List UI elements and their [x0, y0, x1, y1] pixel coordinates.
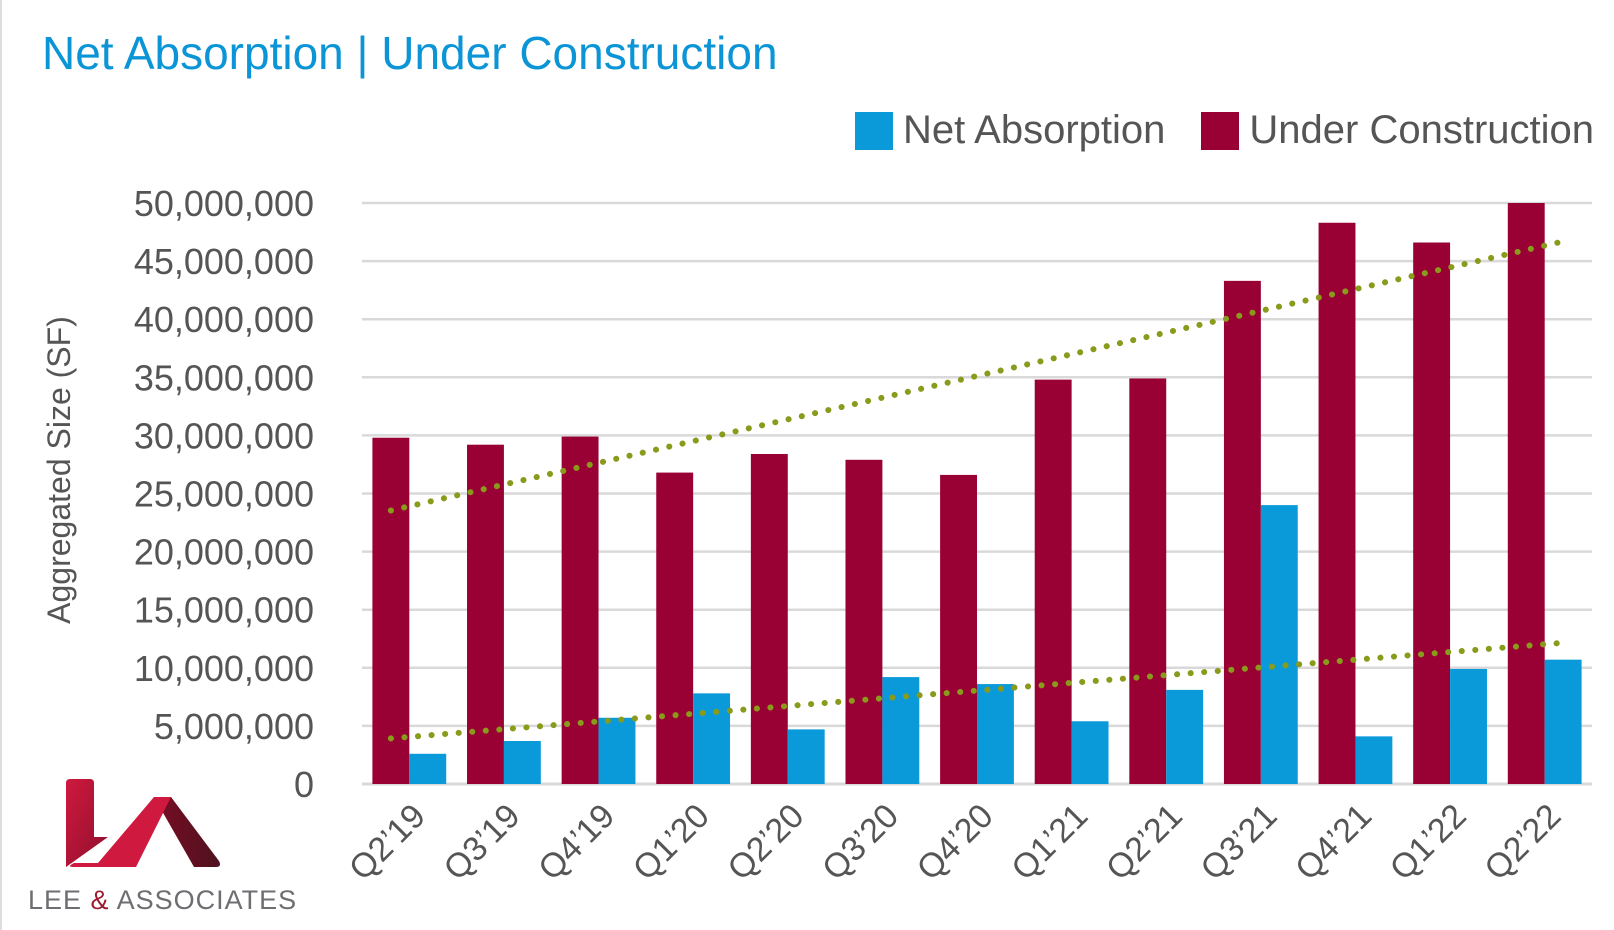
bar-net-absorption	[1544, 659, 1582, 784]
lee-associates-logo	[66, 779, 220, 867]
bar-net-absorption	[1450, 668, 1487, 784]
trendline-net-absorption	[387, 639, 1567, 742]
y-tick-label: 25,000,000	[134, 474, 314, 515]
x-tick-label: Q3’20	[815, 797, 906, 888]
y-tick-label: 40,000,000	[134, 299, 314, 340]
bar-net-absorption	[598, 717, 636, 784]
x-tick-label: Q1’20	[626, 797, 717, 888]
chart-title: Net Absorption | Under Construction	[42, 27, 778, 79]
bar-net-absorption	[693, 693, 731, 784]
x-tick-label: Q2’19	[342, 797, 433, 888]
bar-under-construction	[750, 453, 788, 784]
bar-net-absorption	[409, 753, 447, 784]
trendline-under-construction	[387, 238, 1567, 514]
bar-net-absorption	[977, 684, 1014, 784]
bar-under-construction	[1318, 222, 1356, 784]
bar-under-construction	[1413, 242, 1451, 784]
bar-net-absorption	[503, 741, 541, 784]
legend-swatch-under-construction	[1201, 111, 1240, 150]
bar-under-construction	[940, 474, 977, 784]
x-tick-label: Q4’21	[1288, 797, 1379, 888]
x-tick-label: Q3’21	[1193, 797, 1284, 888]
bar-under-construction	[1034, 379, 1072, 784]
legend: Net Absorption Under Construction	[819, 108, 1594, 153]
logo-text: LEE & ASSOCIATES	[28, 885, 298, 915]
legend-item-under-construction: Under Construction	[1201, 108, 1594, 153]
bar-under-construction	[1129, 378, 1167, 784]
y-tick-label: 15,000,000	[134, 590, 314, 631]
x-tick-label: Q2’21	[1099, 797, 1190, 888]
x-tick-label: Q2’20	[720, 797, 811, 888]
bar-under-construction	[1507, 203, 1545, 784]
y-axis-label: Aggregated Size (SF)	[41, 316, 77, 624]
legend-label-net-absorption: Net Absorption	[903, 108, 1166, 152]
bar-under-construction	[845, 459, 883, 784]
bar-net-absorption	[787, 729, 825, 784]
y-tick-label: 50,000,000	[134, 183, 314, 224]
x-tick-label: Q2’22	[1477, 797, 1568, 888]
x-tick-label: Q4’19	[531, 797, 622, 888]
y-tick-label: 10,000,000	[134, 648, 314, 689]
y-tick-label: 0	[294, 764, 314, 805]
y-tick-label: 30,000,000	[134, 415, 314, 456]
x-tick-label: Q1’21	[1004, 797, 1095, 888]
legend-swatch-net-absorption	[855, 111, 893, 150]
y-tick-label: 35,000,000	[134, 357, 314, 398]
y-tick-label: 20,000,000	[134, 532, 314, 573]
x-tick-label: Q1’22	[1383, 797, 1474, 888]
y-tick-label: 45,000,000	[134, 241, 314, 282]
bar-net-absorption	[1355, 736, 1393, 784]
x-tick-label: Q3’19	[437, 797, 528, 888]
bar-under-construction	[561, 436, 599, 784]
bar-net-absorption	[1260, 505, 1298, 784]
bar-net-absorption	[882, 677, 920, 784]
bar-net-absorption	[1071, 721, 1109, 784]
bar-under-construction	[656, 472, 694, 784]
bar-under-construction	[1223, 280, 1261, 784]
x-tick-label: Q4’20	[910, 797, 1001, 888]
y-tick-label: 5,000,000	[154, 706, 314, 747]
legend-label-under-construction: Under Construction	[1249, 108, 1594, 152]
bar-under-construction	[372, 437, 410, 784]
legend-item-net-absorption: Net Absorption	[855, 108, 1165, 153]
bar-net-absorption	[1166, 689, 1204, 784]
